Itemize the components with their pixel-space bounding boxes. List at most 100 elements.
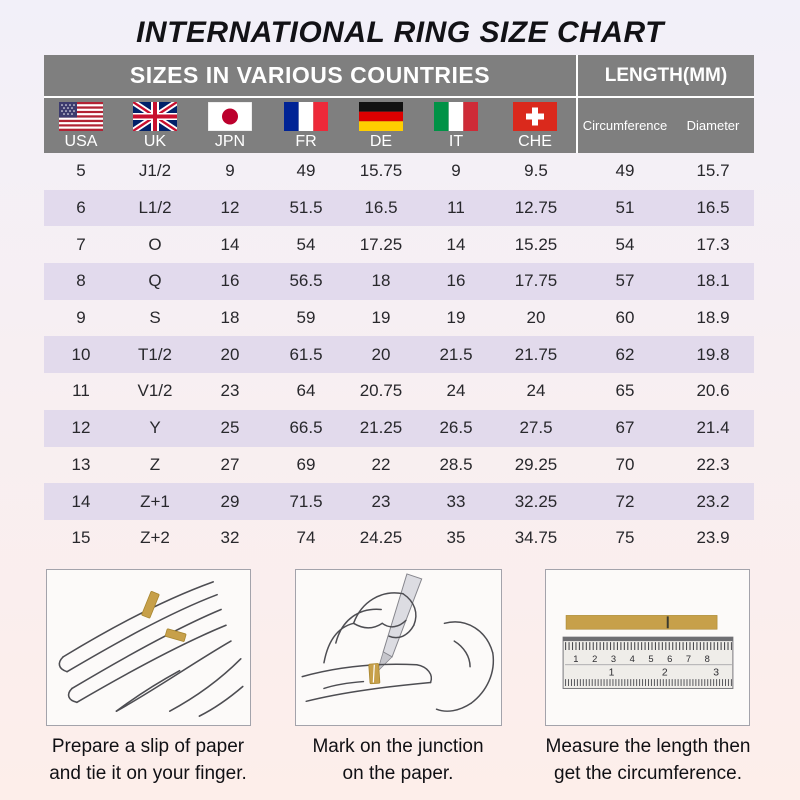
table-cell: 35: [446, 528, 466, 548]
table-cell: 27.5: [519, 418, 553, 438]
table-cell: 15.25: [514, 234, 558, 254]
instruction-figure-3: 1 2 3 4 5 6 7 8 1 2 3: [545, 569, 750, 726]
table-cell: 18.1: [696, 271, 730, 291]
hand-with-paper-strip-illustration: [58, 581, 244, 717]
table-cell: 13: [71, 454, 91, 474]
instruction-figure-1: [46, 569, 251, 726]
table-cell: 66.5: [289, 418, 323, 438]
table-cell: 62: [615, 344, 635, 364]
table-cell: 15.7: [696, 161, 730, 181]
table-row: 10 T1/2 20 61.5 20 21.5 21.75 62 19.8: [44, 336, 754, 374]
table-cell: T1/2: [137, 344, 173, 364]
table-cell: 9: [451, 161, 461, 181]
italy-flag-icon: [434, 102, 478, 131]
table-cell: 9.5: [524, 161, 548, 181]
sizes-group-header: SIZES IN VARIOUS COUNTRIES: [44, 55, 578, 96]
table-cell: 51.5: [289, 198, 323, 218]
column-header-fr: FR: [268, 98, 344, 153]
length-group-header: LENGTH(MM): [604, 64, 728, 86]
table-cell: L1/2: [138, 198, 172, 218]
table-cell: 24: [446, 381, 466, 401]
table-cell: 75: [615, 528, 635, 548]
table-cell: 16.5: [696, 198, 730, 218]
table-row: 14 Z+1 29 71.5 23 33 32.25 72 23.2: [44, 483, 754, 520]
table-group-header: SIZES IN VARIOUS COUNTRIES LENGTH(MM): [44, 55, 754, 98]
column-label-jpn: JPN: [214, 133, 246, 150]
table-cell: 71.5: [289, 491, 323, 511]
switzerland-flag-icon: [513, 102, 557, 131]
japan-flag-icon: [208, 102, 252, 131]
table-cell: 18: [371, 271, 391, 291]
table-cell: 17.3: [696, 234, 730, 254]
table-cell: 14: [446, 234, 466, 254]
table-cell: 65: [615, 381, 635, 401]
caption-line: and tie it on your finger.: [49, 763, 247, 784]
table-cell: 11: [72, 381, 90, 401]
table-cell: 20: [526, 308, 546, 328]
table-row: 9 S 18 59 19 19 20 60 18.9: [44, 300, 754, 337]
table-cell: 23.2: [696, 491, 730, 511]
column-header-de: DE: [344, 98, 418, 153]
uk-flag-icon: [133, 102, 177, 131]
ruler-cm-number: 8: [705, 654, 710, 664]
caption-line: get the circumference.: [554, 763, 742, 784]
column-header-che: CHE: [494, 98, 578, 153]
table-cell: 5: [76, 161, 86, 181]
table-cell: 49: [296, 161, 316, 181]
column-label-uk: UK: [143, 133, 167, 150]
table-cell: 64: [296, 381, 316, 401]
ruler-cm-number: 4: [630, 654, 635, 664]
table-cell: 6: [76, 198, 86, 218]
table-cell: 10: [71, 344, 91, 364]
table-row: 13 Z 27 69 22 28.5 29.25 70 22.3: [44, 447, 754, 484]
ruler-inch-number: 2: [662, 668, 668, 679]
table-cell: 19.8: [696, 344, 730, 364]
table-cell: 32.25: [514, 491, 558, 511]
table-cell: 15.75: [359, 161, 403, 181]
caption-line: on the paper.: [342, 763, 454, 784]
table-cell: 17.25: [359, 234, 403, 254]
table-cell: 19: [446, 308, 466, 328]
table-cell: 22.3: [696, 454, 730, 474]
table-cell: 9: [225, 161, 235, 181]
table-cell: 21.75: [514, 344, 558, 364]
instruction-caption-1: Prepare a slip of paper and tie it on yo…: [18, 733, 278, 787]
ruler-inch-number: 1: [609, 668, 615, 679]
ruler-cm-number: 3: [611, 654, 616, 664]
table-cell: 24: [526, 381, 546, 401]
table-cell: 28.5: [439, 454, 473, 474]
ruler-cm-number: 6: [667, 654, 672, 664]
table-cell: 24.25: [359, 528, 403, 548]
table-cell: Z: [149, 454, 161, 474]
table-cell: 15: [71, 528, 91, 548]
table-cell: 22: [371, 454, 391, 474]
ruler-cm-number: 2: [592, 654, 597, 664]
column-header-circumference: Circumference: [582, 118, 668, 133]
table-cell: 14: [220, 234, 240, 254]
column-header-usa: USA: [44, 98, 118, 153]
table-cell: 21.4: [696, 418, 730, 438]
page-title: INTERNATIONAL RING SIZE CHART: [136, 16, 664, 49]
caption-line: Prepare a slip of paper: [51, 736, 245, 757]
table-body: 5 J1/2 9 49 15.75 9 9.5 49 15.7 6 L1/2 12 51.5 16.5 1…: [44, 153, 754, 557]
table-row: 7 O 14 54 17.25 14 15.25 54 17.3: [44, 226, 754, 263]
table-row: 8 Q 16 56.5 18 16 17.75 57 18.1: [44, 263, 754, 300]
instruction-caption-2: Mark on the junction on the paper.: [268, 733, 528, 787]
table-row: 15 Z+2 32 74 24.25 35 34.75 75 23.9: [44, 520, 754, 557]
table-cell: 23.9: [696, 528, 730, 548]
column-label-usa: USA: [64, 133, 98, 150]
caption-line: Mark on the junction: [312, 736, 484, 757]
table-cell: 19: [371, 308, 391, 328]
table-cell: 12: [220, 198, 240, 218]
table-row: 11 V1/2 23 64 20.75 24 24 65 20.6: [44, 373, 754, 410]
table-cell: 11: [447, 198, 465, 218]
ruler-measurement-illustration: 1 2 3 4 5 6 7 8 1 2 3: [562, 615, 734, 689]
table-cell: 29: [220, 491, 240, 511]
table-cell: 23: [371, 491, 391, 511]
ring-size-table: SIZES IN VARIOUS COUNTRIES LENGTH(MM): [44, 55, 754, 557]
table-cell: J1/2: [138, 161, 172, 181]
table-cell: 20: [371, 344, 391, 364]
table-cell: 27: [220, 454, 240, 474]
table-cell: 60: [615, 308, 635, 328]
